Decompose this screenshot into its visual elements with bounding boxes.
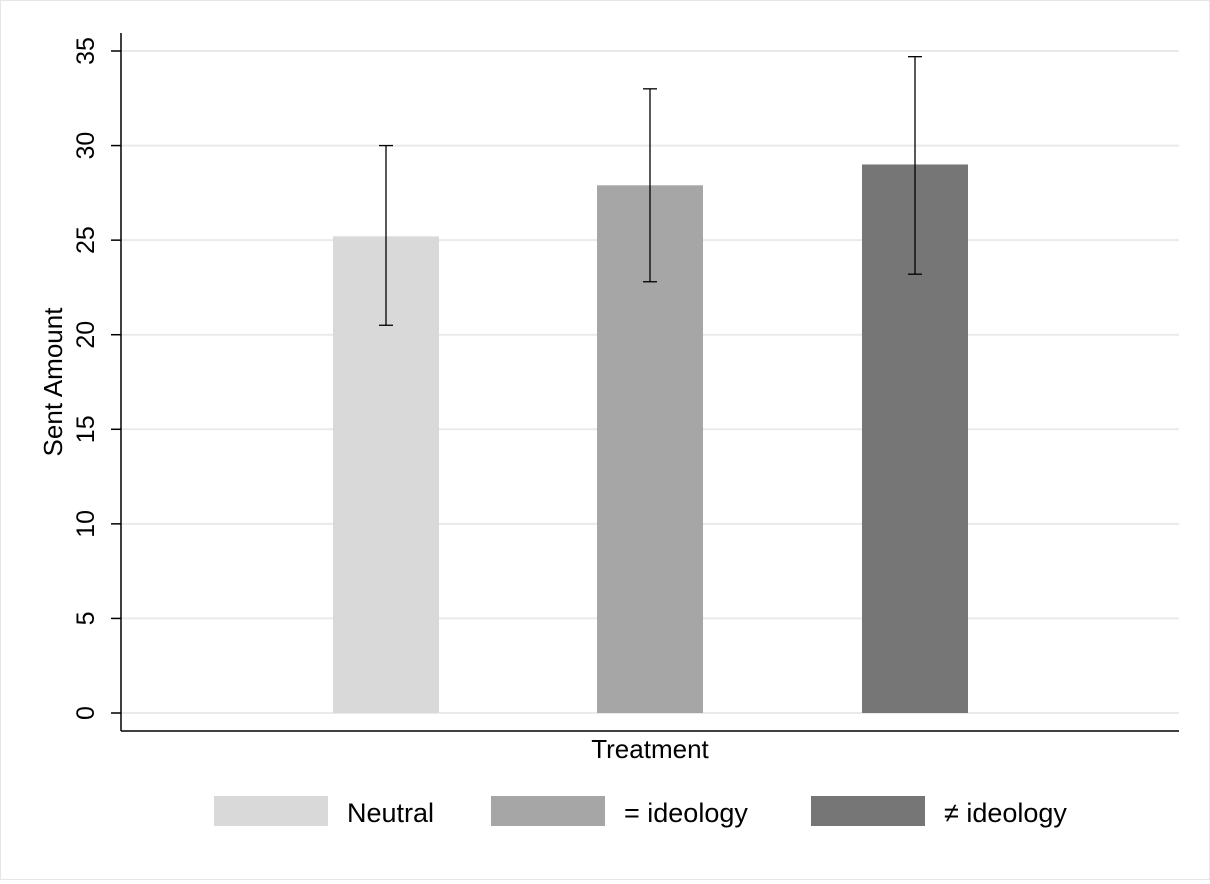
legend: Neutral = ideology ≠ ideology xyxy=(214,796,1067,828)
legend-label: = ideology xyxy=(624,798,748,828)
y-tick-label: 35 xyxy=(72,37,100,65)
x-axis-label: Treatment xyxy=(591,734,709,764)
axes xyxy=(120,33,1179,732)
y-axis-ticks: 0 5 10 15 20 25 30 35 xyxy=(72,37,121,720)
legend-label: Neutral xyxy=(347,798,434,828)
y-tick-label: 15 xyxy=(72,415,100,443)
y-tick-label: 25 xyxy=(72,226,100,254)
y-tick-label: 30 xyxy=(72,132,100,160)
y-tick-label: 20 xyxy=(72,321,100,349)
y-tick-label: 0 xyxy=(72,706,100,720)
legend-swatch xyxy=(811,796,925,826)
y-tick-label: 10 xyxy=(72,510,100,538)
y-tick-label: 5 xyxy=(72,611,100,625)
error-bars xyxy=(379,56,922,326)
bars xyxy=(333,164,968,714)
legend-label: ≠ ideology xyxy=(944,798,1067,828)
legend-swatch xyxy=(214,796,328,826)
legend-swatch xyxy=(491,796,605,826)
y-axis-label: Sent Amount xyxy=(38,307,68,457)
